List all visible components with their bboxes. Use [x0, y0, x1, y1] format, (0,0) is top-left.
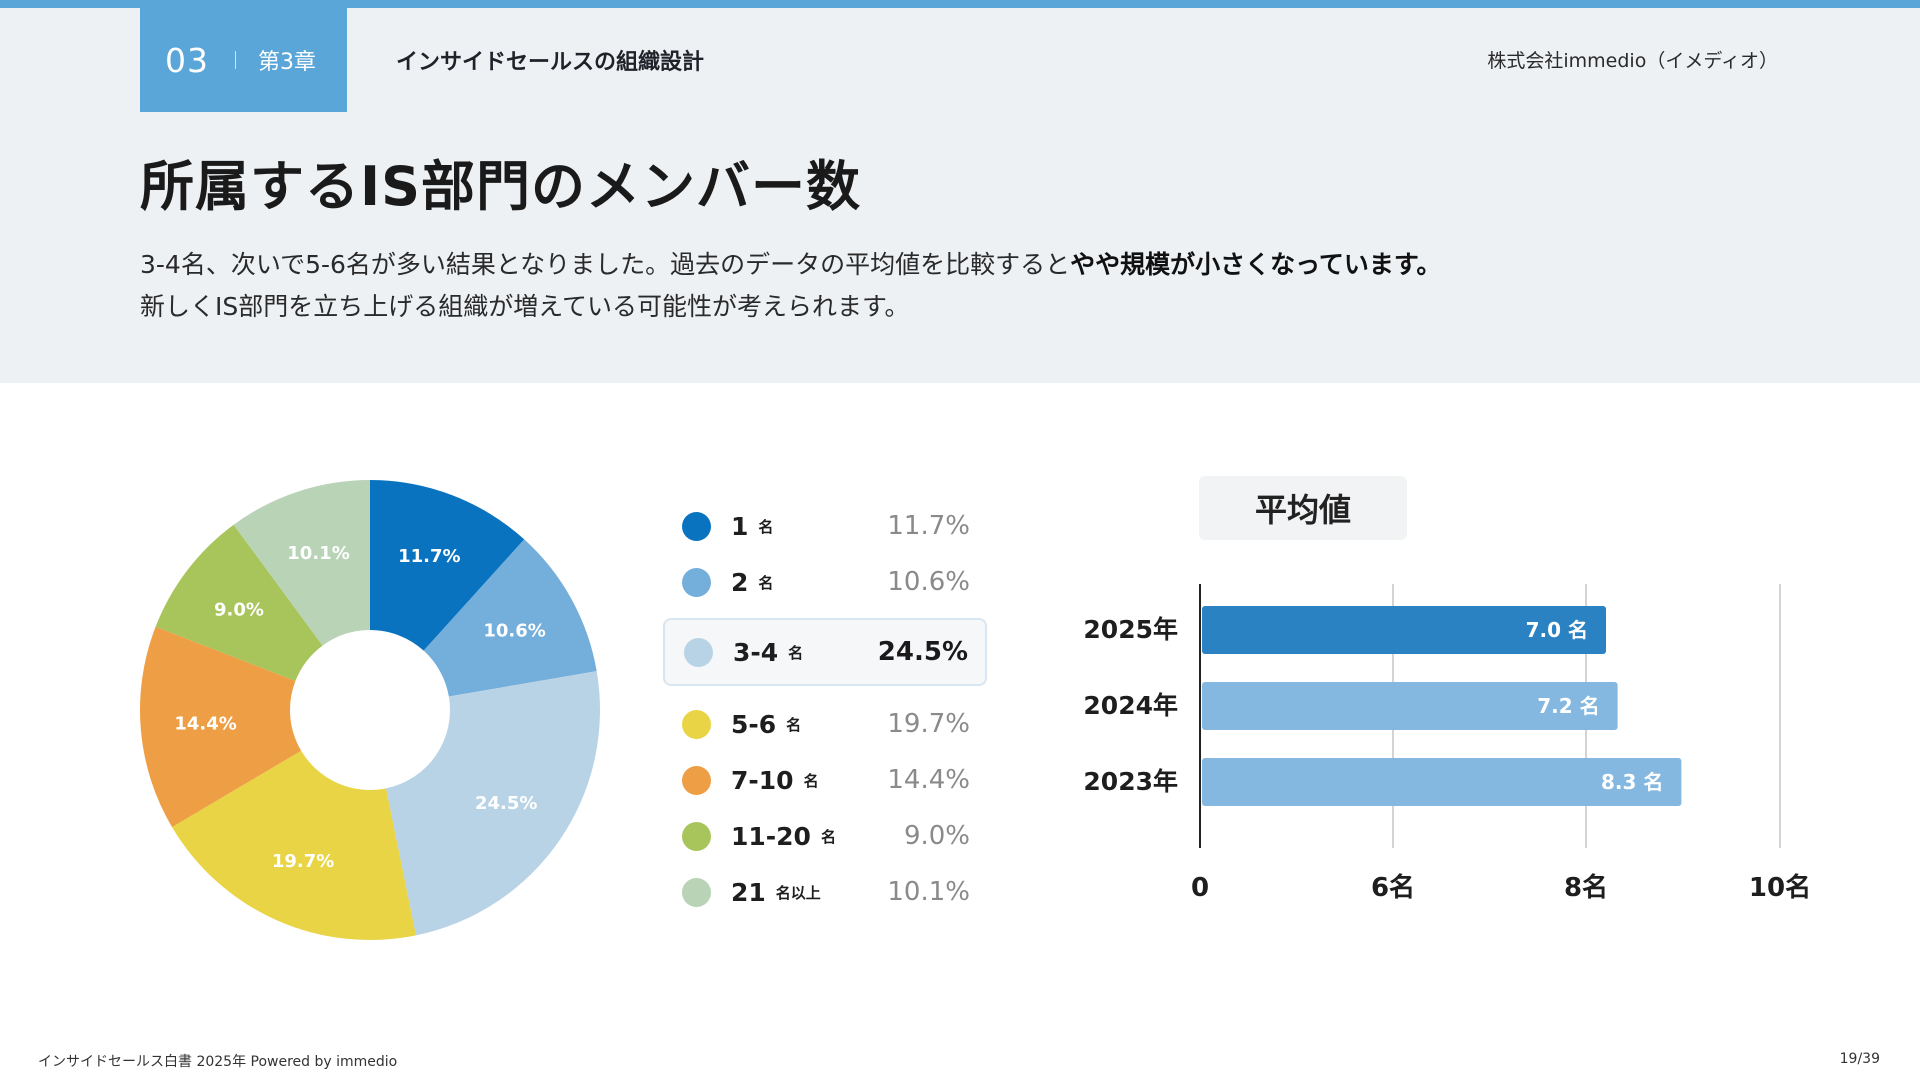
bar-category-label: 2023年 — [1083, 767, 1178, 796]
donut-slice-label: 14.4% — [174, 713, 236, 734]
x-tick-label: 0 — [1191, 873, 1209, 903]
donut-slice-label: 19.7% — [272, 851, 334, 872]
legend-label: 21 — [731, 877, 766, 907]
donut-slice — [172, 750, 416, 940]
chapter-label: 第3章 — [258, 50, 316, 75]
legend-swatch — [684, 637, 713, 667]
description-line1: 3-4名、次いで5-6名が多い結果となりました。過去のデータの平均値を比較すると — [140, 250, 1071, 279]
x-tick-label: 6名 — [1371, 872, 1415, 903]
chapter-number: 03 — [165, 40, 209, 80]
donut-slice — [139, 626, 302, 828]
legend-value: 24.5% — [877, 637, 968, 667]
legend-item: 21 名以上 10.1% — [660, 864, 1000, 920]
legend-value: 10.1% — [887, 877, 970, 907]
page-title: 所属するIS部門のメンバー数 — [140, 155, 861, 218]
donut-slice-label: 24.5% — [475, 793, 537, 814]
member-count-donut-chart: 11.7% 10.6% 24.5% 19.7% 14.4% 9.0% 10.1% — [139, 480, 600, 940]
legend-label: 1 — [731, 511, 749, 541]
legend-item: 2 名 10.6% — [660, 554, 1000, 610]
company-name: 株式会社immedio（イメディオ） — [1487, 50, 1778, 72]
legend-unit: 名 — [820, 827, 836, 846]
legend-label: 3-4 — [733, 637, 779, 667]
legend-value: 9.0% — [903, 821, 970, 851]
legend-swatch — [682, 709, 711, 739]
legend-label: 11-20 — [731, 821, 811, 851]
donut-slice-label: 9.0% — [214, 600, 264, 621]
legend-unit: 名 — [786, 715, 802, 734]
legend-swatch — [682, 821, 711, 851]
bar-value-label: 7.2 名 — [1537, 694, 1599, 718]
donut-slice-label: 10.1% — [287, 543, 349, 564]
legend-label: 5-6 — [731, 709, 777, 739]
legend-value: 19.7% — [887, 709, 970, 739]
legend-unit: 名 — [803, 771, 819, 790]
footer-source: インサイドセールス白書 2025年 Powered by immedio — [38, 1054, 398, 1070]
legend-swatch — [682, 567, 711, 597]
top-accent-bar — [0, 0, 1920, 8]
donut-slice — [370, 480, 525, 651]
chapter-separator — [235, 51, 236, 69]
legend-swatch — [682, 765, 711, 795]
bar-value-label: 7.0 名 — [1526, 618, 1588, 642]
page-number: 19/39 — [1839, 1051, 1880, 1067]
donut-slice-label: 11.7% — [398, 546, 460, 567]
legend-item: 1 名 11.7% — [660, 498, 1000, 554]
legend-item-highlighted: 3-4 名 24.5% — [663, 618, 987, 686]
donut-slice — [423, 539, 597, 697]
donut-slice — [155, 524, 323, 682]
description-line2: 新しくIS部門を立ち上げる組織が増えている可能性が考えられます。 — [140, 292, 910, 321]
donut-slice — [385, 671, 600, 936]
legend-label: 7-10 — [731, 765, 794, 795]
section-title: インサイドセールスの組織設計 — [396, 50, 705, 75]
x-tick-label: 10名 — [1749, 872, 1811, 903]
average-bar — [1202, 758, 1682, 806]
legend-unit: 名以上 — [775, 883, 821, 902]
average-bar — [1202, 682, 1618, 730]
average-bar-chart: 7.0 名 2025年 7.2 名 2024年 8.3 名 2023年 0 6名 8名 10名 — [1083, 584, 1811, 903]
description-emphasis: やや規模が小さくなっています。 — [1070, 250, 1442, 279]
donut-slice — [233, 480, 370, 646]
legend-swatch — [682, 877, 711, 907]
average-bar — [1202, 606, 1606, 654]
legend-value: 14.4% — [887, 765, 970, 795]
average-chart-title: 平均値 — [1199, 476, 1407, 540]
legend-swatch — [682, 511, 711, 541]
legend-item: 11-20 名 9.0% — [660, 808, 1000, 864]
legend-value: 10.6% — [887, 567, 970, 597]
x-tick-label: 8名 — [1564, 872, 1608, 903]
bar-category-label: 2024年 — [1083, 691, 1178, 720]
legend-unit: 名 — [788, 643, 804, 662]
legend-label: 2 — [731, 567, 749, 597]
legend-unit: 名 — [758, 517, 774, 536]
legend-unit: 名 — [758, 573, 774, 592]
bar-category-label: 2025年 — [1083, 615, 1178, 644]
description: 3-4名、次いで5-6名が多い結果となりました。過去のデータの平均値を比較すると… — [140, 244, 1820, 328]
legend-item: 5-6 名 19.7% — [660, 696, 1000, 752]
chapter-badge: 03 第3章 — [140, 8, 347, 112]
bar-value-label: 8.3 名 — [1601, 770, 1663, 794]
donut-slice-label: 10.6% — [483, 621, 545, 642]
legend-item: 7-10 名 14.4% — [660, 752, 1000, 808]
legend-value: 11.7% — [887, 511, 970, 541]
